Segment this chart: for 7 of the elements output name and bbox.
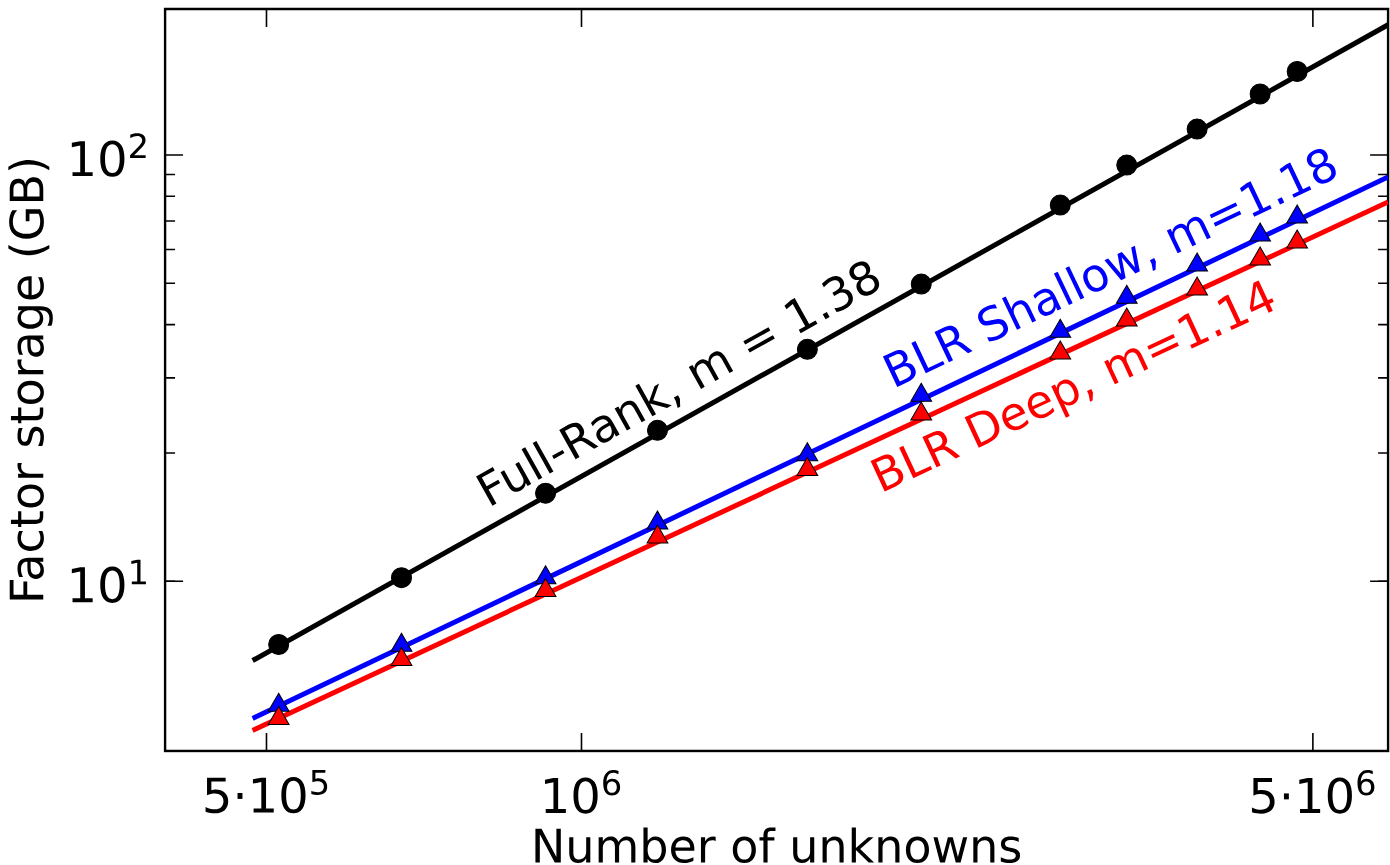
y-tick-label: 10$^{1}$ xyxy=(71,559,146,603)
y-tick-label: 10$^{2}$ xyxy=(71,133,146,177)
x-tick-label: 5·10$^{6}$ xyxy=(1251,770,1375,814)
x-tick-label: 10$^{6}$ xyxy=(545,770,621,814)
y-axis-title: Factor storage (GB) xyxy=(8,160,53,600)
x-tick-label: 5·10$^{5}$ xyxy=(205,770,328,814)
x-axis-title: Number of unknowns xyxy=(535,827,1021,864)
